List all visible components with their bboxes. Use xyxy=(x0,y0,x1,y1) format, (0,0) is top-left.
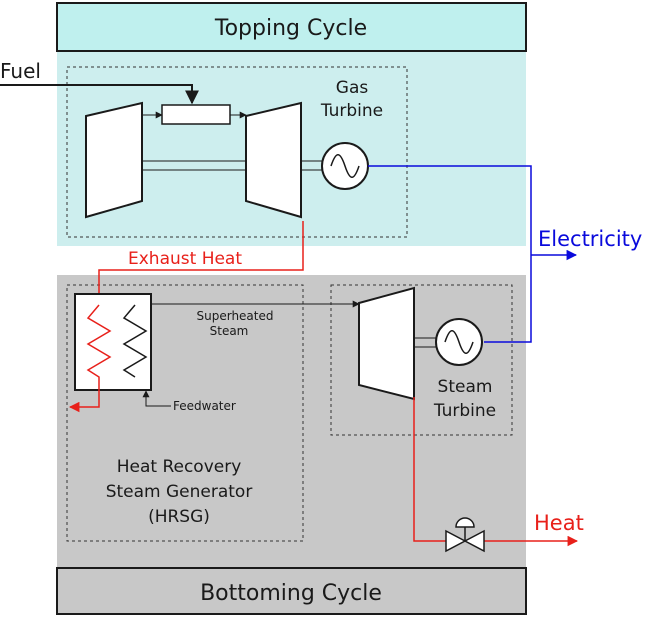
feedwater-line xyxy=(142,390,171,407)
hrsg-hot-coil xyxy=(68,304,112,413)
exhaust-heat-label: Exhaust Heat xyxy=(128,249,242,269)
heat-label: Heat xyxy=(534,511,584,535)
valve-icon xyxy=(445,517,485,553)
gas-turbine-label-1: Gas xyxy=(336,78,369,98)
heat-line xyxy=(413,397,446,542)
hrsg-label-1: Heat Recovery xyxy=(117,457,242,477)
gas-turbine-label-2: Turbine xyxy=(320,101,383,121)
topping-cycle-banner xyxy=(56,2,527,52)
steam-turbine-shape xyxy=(358,286,415,401)
steam-generator-sine xyxy=(444,330,474,354)
steam-turbine-label-1: Steam xyxy=(438,377,493,397)
hrsg-label-3: (HRSG) xyxy=(148,507,210,527)
gas-generator-sine xyxy=(330,154,360,178)
exhaust-heat-line xyxy=(93,221,304,315)
topping-cycle-title: Topping Cycle xyxy=(214,16,367,41)
hrsg-label-2: Steam Generator xyxy=(106,482,253,502)
combustor-shape xyxy=(161,104,231,125)
hrsg-unit-shape xyxy=(74,293,152,391)
feedwater-label: Feedwater xyxy=(173,399,236,413)
fuel-label: Fuel xyxy=(0,59,41,83)
fuel-line xyxy=(0,84,199,105)
superheated-label-2: Steam xyxy=(210,324,249,338)
bottoming-cycle-banner xyxy=(56,567,527,615)
electricity-label: Electricity xyxy=(538,227,642,251)
superheated-label-1: Superheated xyxy=(197,309,274,323)
steam-turbine-label-2: Turbine xyxy=(433,401,496,421)
gas-turbine-shape xyxy=(245,101,302,219)
gas-electricity-line xyxy=(368,165,532,343)
compressor-shape xyxy=(85,101,143,219)
gas-turbine-box xyxy=(66,66,408,238)
bottoming-cycle-title: Bottoming Cycle xyxy=(200,581,382,606)
hrsg-water-coil xyxy=(122,304,148,378)
steam-turbine-box xyxy=(330,284,513,436)
